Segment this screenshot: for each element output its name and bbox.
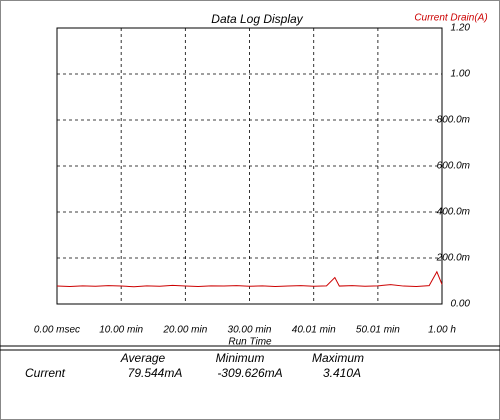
x-tick-label: 10.00 min — [99, 325, 143, 336]
chart-title: Data Log Display — [211, 12, 303, 26]
y-tick-label: 200.0m — [436, 253, 470, 264]
data-line — [56, 270, 443, 288]
stats-header: Maximum — [312, 351, 364, 365]
stats-header: Average — [120, 351, 166, 365]
y-tick-label: 800.0m — [437, 115, 470, 126]
y-tick-label: 1.20 — [451, 23, 471, 34]
x-axis-label: Run Time — [228, 337, 272, 348]
y-tick-label: 0.00 — [451, 299, 471, 310]
stats-value: 79.544mA — [128, 366, 183, 380]
stats-row-label: Current — [25, 366, 66, 380]
y-axis-label: Current Drain(A) — [414, 13, 487, 24]
x-tick-label: 0.00 msec — [34, 325, 80, 336]
y-tick-label: 1.00 — [451, 69, 471, 80]
x-tick-label: 50.01 min — [356, 325, 400, 336]
x-tick-label: 1.00 h — [428, 325, 456, 336]
x-tick-label: 20.00 min — [162, 325, 207, 336]
stats-header: Minimum — [216, 351, 265, 365]
x-tick-label: 40.01 min — [292, 325, 336, 336]
stats-value: 3.410A — [323, 366, 361, 380]
stats-value: -309.626mA — [217, 366, 282, 380]
x-tick-label: 30.00 min — [228, 325, 272, 336]
y-tick-label: 400.0m — [437, 207, 470, 218]
y-tick-label: 600.0m — [437, 161, 470, 172]
